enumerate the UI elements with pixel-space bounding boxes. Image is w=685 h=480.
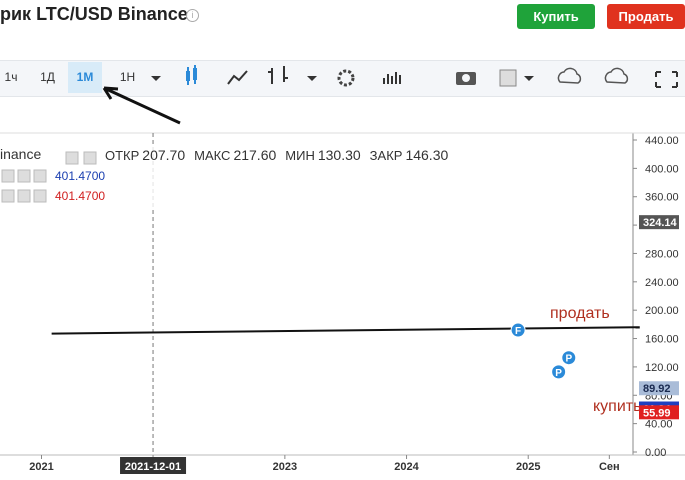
x-tick-label: 2021 [29,461,53,473]
y-tick-label: 280.00 [645,248,679,260]
legend-symbol: inance [0,146,41,162]
x-tick-label: 2021-12-01 [125,461,181,473]
ohlc-value: 146.30 [405,147,448,163]
indicators-icon[interactable] [383,72,401,84]
legend-icon [17,189,31,203]
annotation: продать [550,305,610,322]
x-tick-label: 2024 [394,461,419,473]
price-label: 89.92 [643,383,671,395]
dropdown[interactable] [307,76,317,81]
signal-label: F [515,326,521,337]
cloud-down[interactable] [557,67,582,84]
y-tick-label: 440.00 [645,135,679,147]
ohlc-name: МИН [285,148,315,163]
y-tick-label: 40.00 [645,419,673,431]
y-tick-label: 160.00 [645,334,679,346]
toolbar [0,60,685,97]
interval[interactable]: 1ч [4,70,18,84]
ohlc-value: 130.30 [318,147,361,163]
cloud-up[interactable] [604,67,629,84]
x-tick-label: 2023 [273,461,297,473]
interval[interactable]: 1Д [40,70,55,84]
price-label: 55.99 [643,407,671,419]
price-label-bg [639,215,679,230]
y-tick-label: 400.00 [645,163,679,175]
y-tick-label: 120.00 [645,362,679,374]
buy-button[interactable]: Купить [517,4,595,29]
candle-icon[interactable] [186,65,197,85]
indicator-value: 401.4700 [55,169,105,183]
signal-marker [510,322,526,338]
signal-label: P [555,368,562,379]
legend-icon [17,169,31,183]
settings-icon[interactable] [337,69,355,87]
bar-icon[interactable] [268,66,288,84]
ohlc-value: 217.60 [233,147,276,163]
price-label-bg [639,405,679,420]
interval[interactable]: 1Н [119,70,136,84]
y-tick-label: 200.00 [645,305,679,317]
info-icon[interactable]: i [186,9,199,22]
x-tick-label: 2025 [516,461,540,473]
trendline [51,326,640,335]
title: рик LTC/USD Binance [0,4,188,24]
signal-label: P [565,354,572,365]
signal-marker [551,364,567,380]
color-icon[interactable] [499,69,517,87]
ohlc-name: ЗАКР [370,148,403,163]
ohlc-value: 207.70 [142,147,185,163]
legend-icon [65,151,79,165]
price-label: 324.14 [643,217,678,229]
legend-icon [1,189,15,203]
legend-icon [33,189,47,203]
x-tick-label: Сен [599,461,620,473]
annotation: купить [593,398,641,415]
ohlc-name: МАКС [194,148,230,163]
indicator-value: 401.4700 [55,189,105,203]
legend-icon [33,169,47,183]
legend-icon [1,169,15,183]
y-tick-label: 360.00 [645,192,679,204]
line-icon[interactable] [227,70,248,85]
y-tick-label: 240.00 [645,277,679,289]
interval-active[interactable]: 1М [68,62,102,93]
pointer-arrow [102,86,181,125]
dropdown[interactable] [151,76,161,81]
crosshair-label-bg [120,457,187,474]
fullscreen[interactable] [655,71,678,88]
price-label-bg [639,381,679,396]
sell-button[interactable]: Продать [607,4,685,29]
ohlc-name: ОТКР [105,148,139,163]
legend-icon [83,151,97,165]
signal-marker [561,350,577,366]
y-tick-label: 0.00 [645,447,666,459]
toolbar-icons [151,65,678,88]
